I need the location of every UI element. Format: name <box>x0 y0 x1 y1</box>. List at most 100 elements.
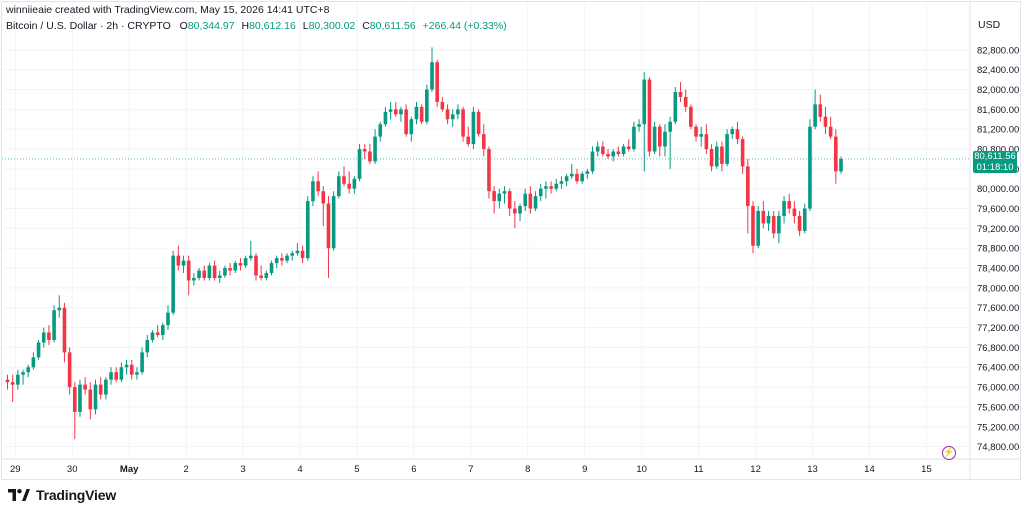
candle-body <box>626 146 631 150</box>
low-label: L <box>302 20 309 32</box>
candle-body <box>93 384 98 410</box>
candle-body <box>518 206 522 214</box>
price-tick-label: 80,000.00 <box>977 184 1019 195</box>
candle-body <box>83 384 87 390</box>
tradingview-logo: TradingView <box>8 487 116 503</box>
candle-body <box>254 255 258 276</box>
candle-body <box>368 151 372 162</box>
candle-body <box>357 149 362 179</box>
time-tick-label: 14 <box>864 464 875 475</box>
candle-body <box>373 136 377 162</box>
currency-label[interactable]: USD <box>978 19 1001 31</box>
candle-body <box>430 62 434 90</box>
candle-body <box>259 275 263 278</box>
candle-body <box>383 111 388 125</box>
candle-body <box>595 146 600 152</box>
candle-body <box>802 208 807 231</box>
candle-body <box>78 384 82 412</box>
candle-body <box>585 171 590 174</box>
candle-body <box>435 62 439 102</box>
time-tick-label: 29 <box>10 464 21 475</box>
candle-body <box>621 146 626 154</box>
candle-body <box>16 374 20 385</box>
candle-body <box>761 211 766 224</box>
candle-body <box>285 255 289 261</box>
candle-body <box>342 176 346 184</box>
candle-body <box>347 183 351 189</box>
time-tick-label: 4 <box>297 464 302 475</box>
candle-body <box>280 258 284 261</box>
candle-body <box>730 129 735 135</box>
candle-body <box>217 275 222 278</box>
candle-body <box>362 149 367 152</box>
price-tick-label: 79,600.00 <box>977 204 1019 215</box>
high-label: H <box>241 20 250 32</box>
candle-body <box>658 126 662 147</box>
candle-body <box>73 387 77 412</box>
candlestick-chart[interactable]: 74,800.00 75,200.00 75,600.00 76,000.00 76,4… <box>0 0 1024 480</box>
candle-body <box>492 191 496 202</box>
time-tick-label: 8 <box>525 464 530 475</box>
candle-body <box>419 106 424 122</box>
candle-body <box>689 106 693 127</box>
price-tick-label: 80,800.00 <box>977 145 1019 156</box>
price-tick-label: 79,200.00 <box>977 224 1019 235</box>
candle-body <box>166 312 170 326</box>
candle-body <box>471 111 476 145</box>
candle-body <box>300 250 305 259</box>
tradingview-logo-text: TradingView <box>36 487 117 503</box>
close-label: C <box>362 20 370 32</box>
candle-body <box>797 215 802 231</box>
time-axis[interactable]: 29 30 May 2 3 4 5 6 7 8 9 10 11 12 13 14 15 <box>10 464 932 475</box>
candle-body <box>331 196 336 249</box>
candle-body <box>481 134 486 150</box>
candle-body <box>21 372 25 375</box>
candle-body <box>399 109 403 115</box>
candle-body <box>440 101 445 110</box>
candle-body <box>404 109 408 135</box>
price-axis[interactable]: 74,800.00 75,200.00 75,600.00 76,000.00 76,4… <box>977 45 1019 453</box>
candle-body <box>632 126 636 150</box>
candle-body <box>777 215 781 234</box>
time-tick-label: 7 <box>468 464 473 475</box>
candle-body <box>647 79 652 152</box>
candle-body <box>637 124 641 127</box>
last-price-tag: 80,611.56 01:18:10 <box>973 151 1017 173</box>
candle-body <box>414 106 419 120</box>
low-value: 80,300.02 <box>308 20 356 32</box>
symbol-title[interactable]: Bitcoin / U.S. Dollar · 2h · CRYPTO <box>6 20 171 32</box>
price-tick-label: 74,800.00 <box>977 442 1019 453</box>
close-value: 80,611.56 <box>369 20 416 32</box>
candle-body <box>36 342 41 358</box>
candle-body <box>171 255 175 313</box>
candle-body <box>41 332 46 343</box>
time-tick-label: 5 <box>354 464 359 475</box>
candle-body <box>782 201 786 216</box>
candle-body <box>735 129 740 140</box>
candle-body <box>725 134 729 164</box>
candle-body <box>192 277 196 281</box>
lightning-icon[interactable]: ⚡ <box>942 446 956 460</box>
candle-body <box>771 215 776 234</box>
candle-body <box>316 181 320 192</box>
candle-body <box>456 109 460 115</box>
candle-body <box>207 265 212 278</box>
candle-body <box>135 372 139 375</box>
candle-body <box>352 178 357 189</box>
time-tick-label: 3 <box>240 464 245 475</box>
candle-body <box>668 121 672 132</box>
candle-body <box>466 136 471 145</box>
candle-body <box>554 183 559 189</box>
price-tick-label: 78,800.00 <box>977 244 1019 255</box>
time-tick-label: 10 <box>636 464 647 475</box>
candle-body <box>119 367 124 380</box>
grid-lines <box>4 2 969 459</box>
candle-body <box>497 193 502 202</box>
candle-body <box>47 332 51 340</box>
candle-body <box>709 149 714 167</box>
candle-body <box>834 136 838 172</box>
candle-body <box>513 208 517 214</box>
candle-body <box>699 134 704 137</box>
candle-body <box>839 158 843 172</box>
change-value: +266.44 (+0.33%) <box>422 20 507 32</box>
